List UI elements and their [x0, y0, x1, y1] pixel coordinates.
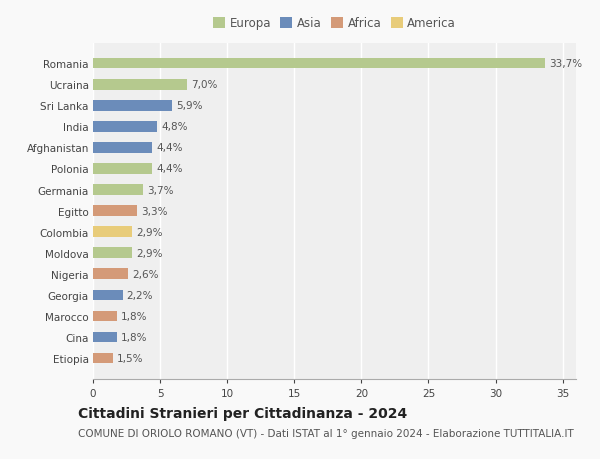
Text: 33,7%: 33,7% — [549, 59, 582, 69]
Bar — [93, 269, 128, 280]
Text: 4,4%: 4,4% — [156, 164, 182, 174]
Bar — [93, 353, 113, 364]
Bar — [93, 80, 187, 90]
Text: 2,6%: 2,6% — [132, 269, 158, 279]
Text: 1,8%: 1,8% — [121, 332, 148, 342]
Bar — [93, 143, 152, 153]
Text: 3,7%: 3,7% — [146, 185, 173, 195]
Text: 2,9%: 2,9% — [136, 248, 163, 258]
Bar — [93, 59, 545, 69]
Text: 2,9%: 2,9% — [136, 227, 163, 237]
Text: COMUNE DI ORIOLO ROMANO (VT) - Dati ISTAT al 1° gennaio 2024 - Elaborazione TUTT: COMUNE DI ORIOLO ROMANO (VT) - Dati ISTA… — [78, 428, 574, 438]
Bar — [93, 101, 172, 112]
Bar — [93, 311, 117, 321]
Text: 7,0%: 7,0% — [191, 80, 217, 90]
Bar — [93, 185, 143, 196]
Text: 2,2%: 2,2% — [127, 290, 153, 300]
Text: 4,4%: 4,4% — [156, 143, 182, 153]
Legend: Europa, Asia, Africa, America: Europa, Asia, Africa, America — [208, 13, 461, 35]
Bar — [93, 248, 132, 258]
Bar — [93, 227, 132, 237]
Bar — [93, 332, 117, 342]
Bar — [93, 290, 122, 301]
Text: 5,9%: 5,9% — [176, 101, 203, 111]
Bar — [93, 206, 137, 216]
Text: 3,3%: 3,3% — [142, 206, 168, 216]
Bar — [93, 164, 152, 174]
Bar — [93, 122, 157, 132]
Text: 1,5%: 1,5% — [117, 353, 143, 363]
Text: 4,8%: 4,8% — [161, 122, 188, 132]
Text: 1,8%: 1,8% — [121, 311, 148, 321]
Text: Cittadini Stranieri per Cittadinanza - 2024: Cittadini Stranieri per Cittadinanza - 2… — [78, 406, 407, 420]
